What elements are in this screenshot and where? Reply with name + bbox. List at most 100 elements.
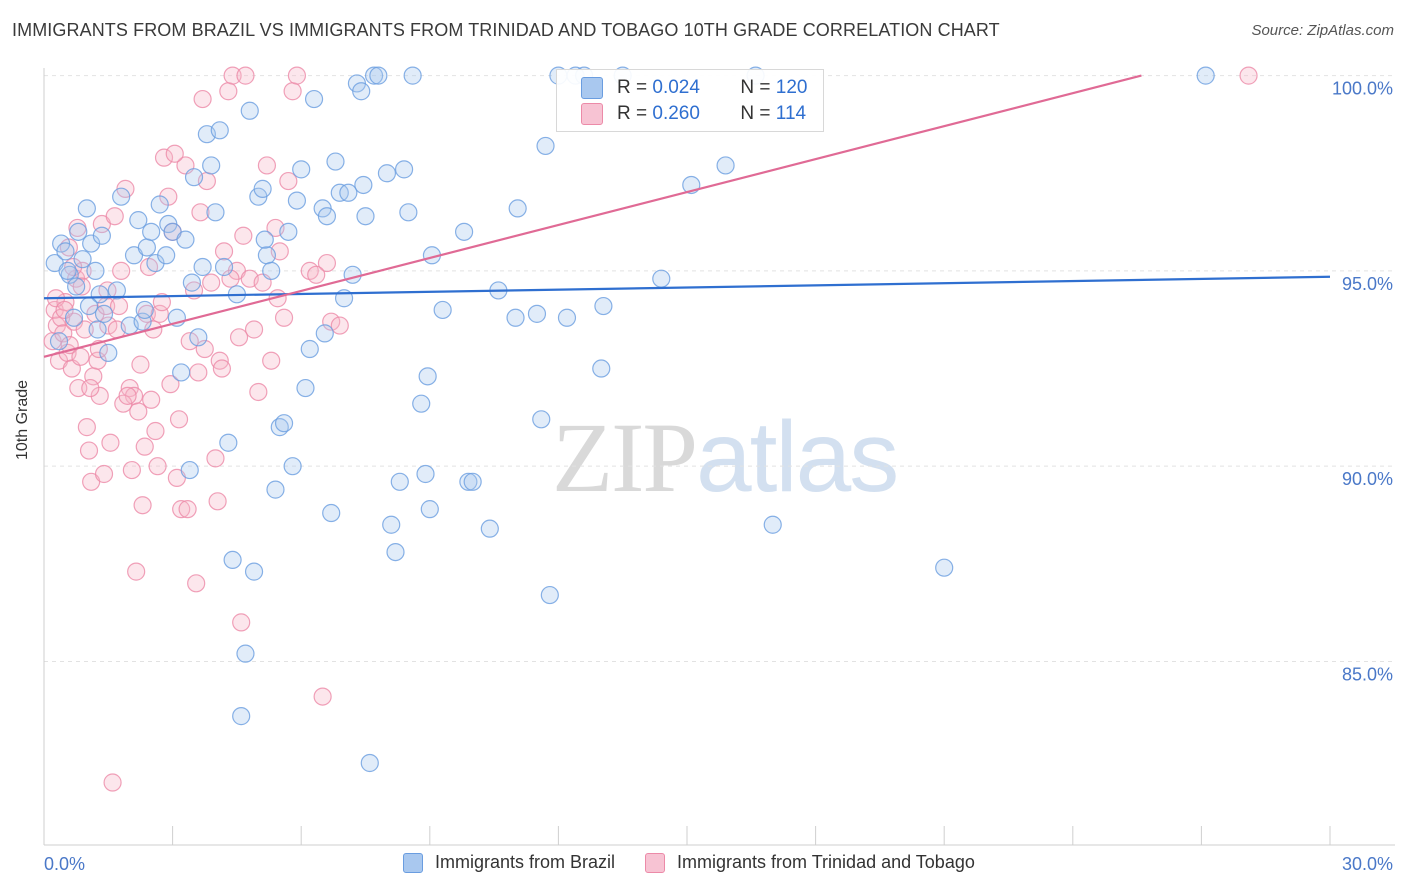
chart-title: IMMIGRANTS FROM BRAZIL VS IMMIGRANTS FRO… — [12, 20, 1000, 40]
data-point-brazil — [594, 296, 613, 316]
data-point-brazil — [236, 644, 255, 663]
data-point-brazil — [420, 500, 439, 519]
data-point-trinidad — [55, 300, 74, 320]
data-point-trinidad — [172, 500, 191, 519]
data-point-brazil — [304, 89, 324, 109]
data-point-brazil — [112, 187, 131, 206]
stats-swatch-trinidad — [581, 103, 603, 125]
data-point-trinidad — [101, 433, 120, 452]
legend-swatch-brazil — [403, 852, 423, 873]
data-point-brazil — [253, 179, 272, 198]
data-point-trinidad — [169, 410, 189, 429]
data-point-trinidad — [287, 66, 307, 85]
data-point-brazil — [232, 707, 251, 726]
data-point-brazil — [459, 472, 478, 491]
legend-swatch-trinidad — [645, 852, 666, 873]
data-point-brazil — [356, 207, 375, 226]
data-point-brazil — [90, 285, 109, 304]
data-point-brazil — [557, 308, 577, 327]
data-point-brazil — [454, 222, 474, 241]
r-label: R = — [617, 103, 648, 124]
data-point-brazil — [279, 222, 298, 241]
data-point-brazil — [180, 460, 199, 480]
data-point-trinidad — [154, 148, 174, 167]
data-point-brazil — [94, 304, 114, 323]
data-point-brazil — [300, 339, 319, 359]
data-point-trinidad — [206, 449, 225, 468]
y-tick-label: 90.0% — [1342, 469, 1393, 489]
data-point-trinidad — [1239, 66, 1258, 85]
data-point-trinidad — [279, 171, 298, 191]
data-point-trinidad — [150, 304, 169, 323]
data-point-brazil — [339, 183, 358, 202]
data-point-trinidad — [322, 312, 341, 331]
data-point-trinidad — [232, 613, 251, 632]
data-point-trinidad — [75, 320, 94, 339]
n-value-brazil: 120 — [775, 77, 808, 98]
data-point-trinidad — [133, 496, 152, 515]
data-point-trinidad — [161, 375, 180, 394]
data-point-trinidad — [317, 253, 337, 273]
data-point-brazil — [412, 394, 431, 413]
data-point-brazil — [394, 160, 414, 179]
data-point-brazil — [73, 250, 92, 269]
data-point-trinidad — [103, 773, 122, 792]
series-trinidad-points — [43, 66, 1258, 792]
data-point-brazil — [763, 515, 782, 534]
data-point-trinidad — [165, 144, 184, 163]
data-point-brazil — [184, 168, 204, 187]
data-point-trinidad — [262, 351, 281, 370]
r-label: R = — [617, 77, 648, 98]
data-point-trinidad — [212, 359, 231, 378]
y-tick-label: 95.0% — [1342, 274, 1393, 294]
data-point-brazil — [67, 277, 86, 296]
data-point-brazil — [369, 66, 388, 85]
data-point-brazil — [433, 300, 452, 320]
data-point-trinidad — [146, 421, 165, 441]
data-point-brazil — [592, 359, 611, 378]
r-value-brazil: 0.024 — [652, 77, 700, 98]
x-tick-label-max: 30.0% — [1342, 854, 1393, 874]
data-point-trinidad — [229, 328, 249, 347]
data-point-trinidad — [178, 500, 197, 519]
data-point-brazil — [317, 207, 337, 226]
watermark-atlas: atlas — [696, 401, 899, 513]
data-point-brazil — [377, 164, 397, 183]
data-point-trinidad — [99, 316, 118, 335]
data-point-trinidad — [105, 207, 124, 226]
data-point-trinidad — [129, 402, 148, 421]
data-point-brazil — [88, 320, 107, 339]
data-point-brazil — [189, 328, 208, 347]
data-point-brazil — [386, 542, 405, 562]
data-point-brazil — [86, 261, 105, 280]
data-point-trinidad — [330, 316, 349, 335]
data-point-trinidad — [223, 66, 242, 85]
legend-item-brazil[interactable]: Immigrants from Brazil — [403, 852, 615, 873]
data-point-brazil — [390, 472, 409, 491]
data-point-brazil — [107, 281, 126, 300]
data-point-brazil — [79, 296, 99, 316]
data-point-trinidad — [118, 386, 137, 405]
data-point-brazil — [135, 300, 154, 320]
legend-label-brazil: Immigrants from Brazil — [435, 852, 616, 872]
data-point-brazil — [1196, 66, 1215, 85]
data-point-brazil — [255, 230, 274, 249]
data-point-trinidad — [152, 293, 171, 312]
data-point-brazil — [64, 308, 84, 327]
data-point-brazil — [77, 199, 96, 218]
data-point-brazil — [257, 246, 277, 265]
data-point-brazil — [193, 257, 212, 277]
data-point-brazil — [206, 203, 225, 222]
n-value-trinidad: 114 — [775, 103, 807, 124]
data-point-brazil — [69, 222, 88, 241]
data-point-brazil — [322, 503, 341, 523]
trend-line-brazil — [43, 275, 1331, 300]
stats-row-brazil: R = 0.024 N = 120 — [581, 75, 807, 101]
data-point-brazil — [527, 304, 547, 323]
data-point-brazil — [214, 257, 234, 277]
legend-item-trinidad[interactable]: Immigrants from Trinidad and Tobago — [645, 852, 975, 873]
data-point-brazil — [240, 101, 259, 120]
source-label: Source: ZipAtlas.com — [1251, 22, 1394, 39]
data-point-brazil — [506, 308, 525, 327]
data-point-brazil — [287, 191, 307, 210]
